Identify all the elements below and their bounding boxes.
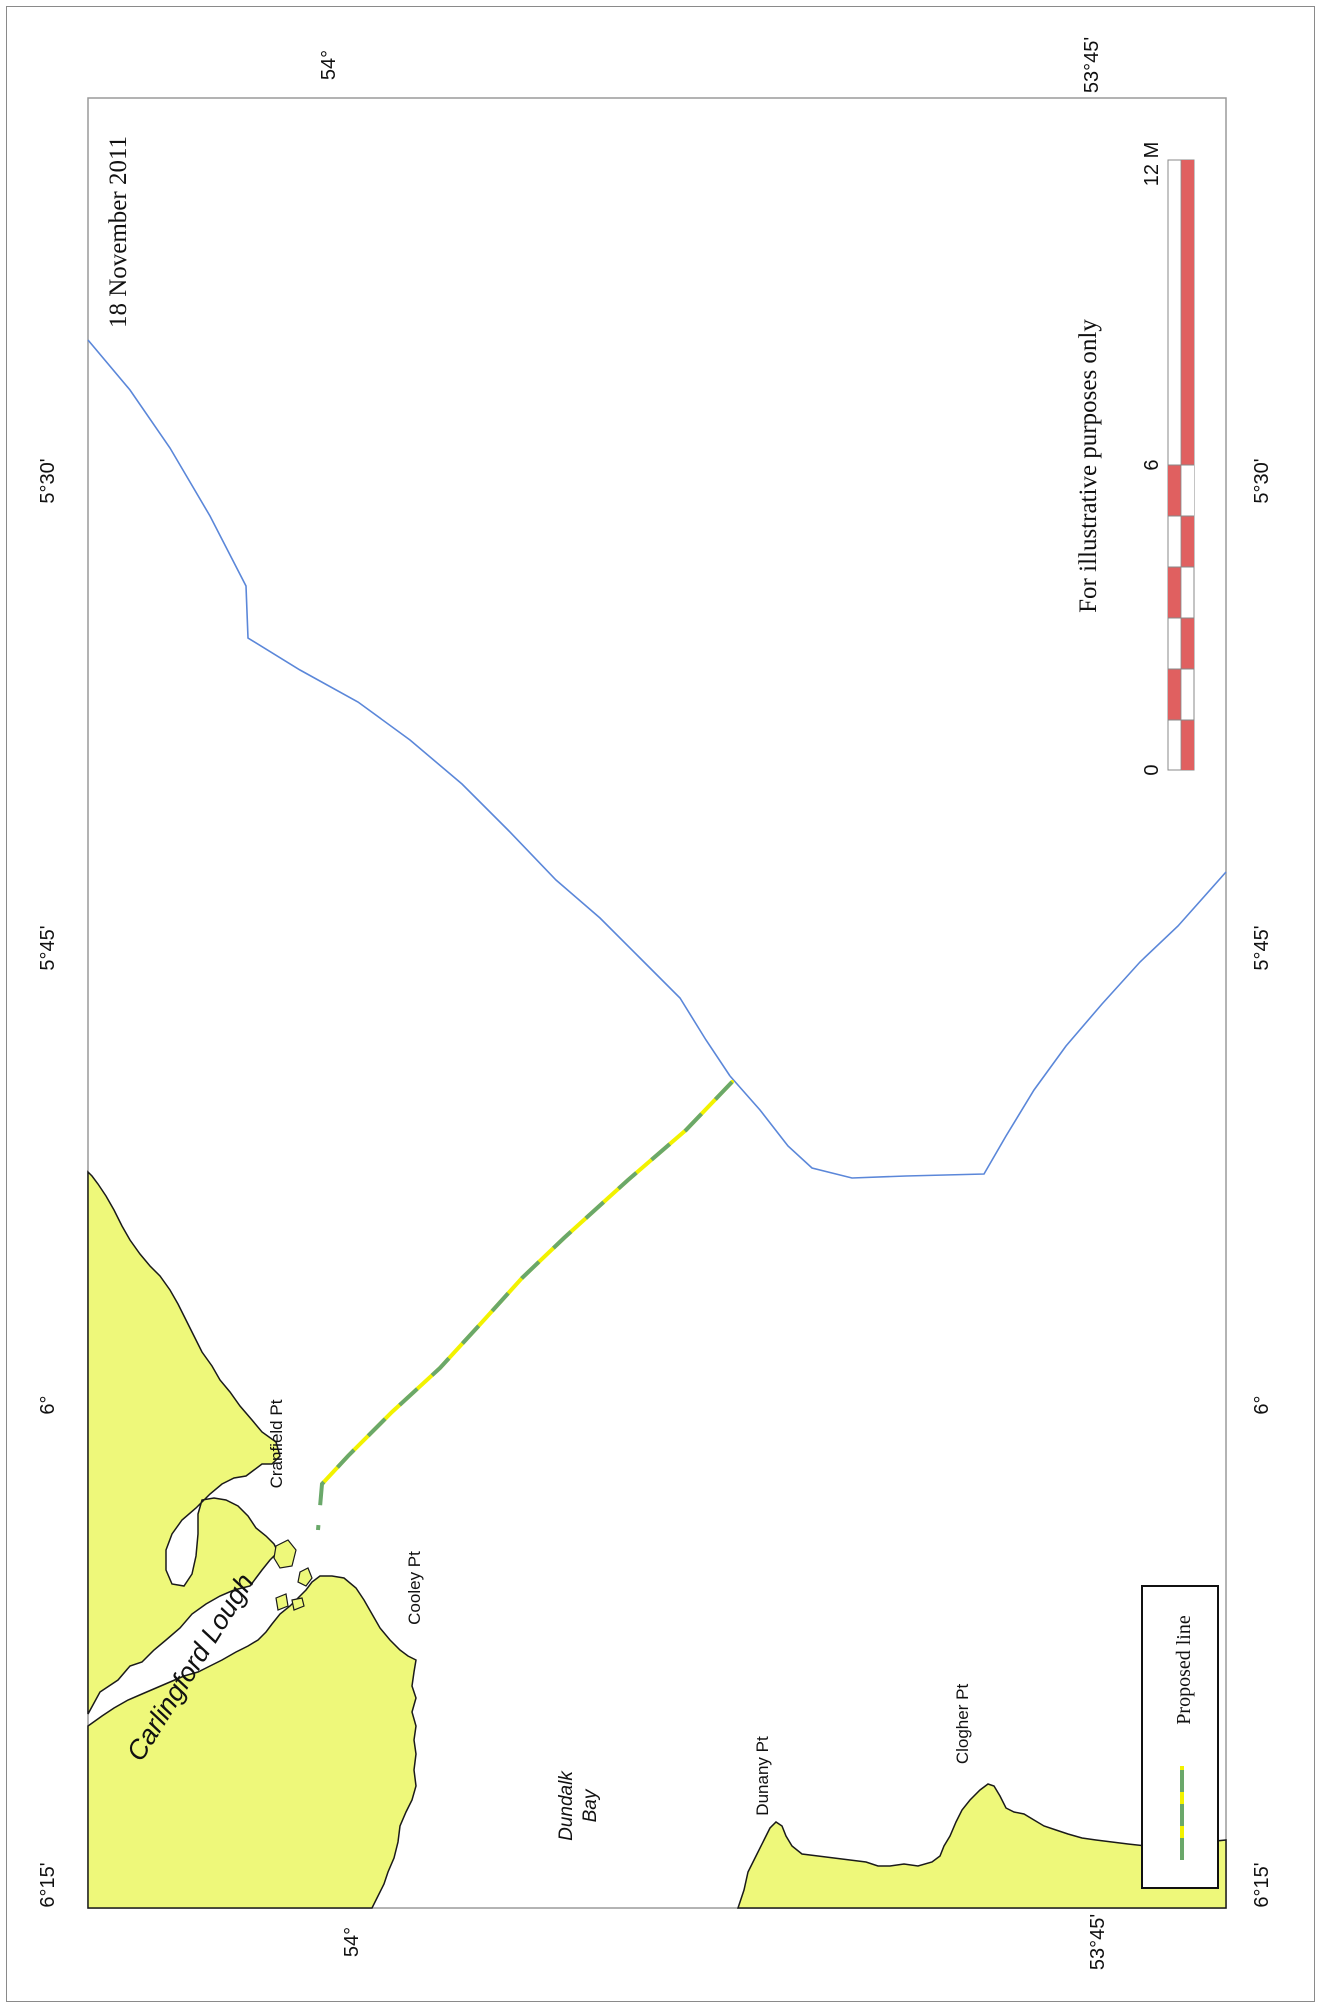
- map-date: 18 November 2011: [105, 136, 132, 328]
- land-cooley-peninsula: [87, 1575, 417, 1909]
- lat-label-top-5345: 53°45': [1081, 37, 1103, 93]
- scale-label-12: 12 M: [1141, 142, 1163, 186]
- map-frame: [87, 97, 1227, 1909]
- place-cranfield-pt: Cranfield Pt: [267, 1399, 286, 1488]
- map-disclaimer: For illustrative purposes only: [1075, 319, 1102, 613]
- lon-label-left-615: 6°15': [37, 1862, 59, 1907]
- page-frame: [6, 6, 1315, 2002]
- lon-label-right-530: 5°30': [1251, 458, 1273, 503]
- lon-label-right-6: 6°: [1251, 1395, 1273, 1414]
- boundary-line-south: [729, 871, 1227, 1179]
- lon-label-left-6: 6°: [37, 1395, 59, 1414]
- place-clogher-pt: Clogher Pt: [953, 1684, 972, 1765]
- land-south-coast: [736, 1783, 1227, 1909]
- lat-label-bottom-54: 54°: [341, 1927, 363, 1957]
- lat-label-top-54: 54°: [318, 50, 340, 80]
- land-mourne-coast: [87, 1170, 281, 1715]
- boundary-line-north: [87, 339, 731, 1077]
- lon-label-right-615: 6°15': [1251, 1862, 1273, 1907]
- legend-label: Proposed line: [1173, 1615, 1195, 1725]
- proposed-line[interactable]: [316, 1080, 734, 1531]
- lon-label-left-545: 5°45': [37, 925, 59, 970]
- island-3: [275, 1593, 289, 1611]
- lon-label-left-530: 5°30': [37, 458, 59, 503]
- place-dunany-pt: Dunany Pt: [753, 1736, 772, 1816]
- lon-label-right-545: 5°45': [1251, 925, 1273, 970]
- island-4: [291, 1597, 305, 1611]
- place-dundalk: Dundalk: [556, 1770, 577, 1841]
- scale-label-6: 6: [1141, 459, 1163, 470]
- legend: [1141, 1585, 1219, 1889]
- lat-label-bottom-5345: 53°45': [1087, 1914, 1109, 1970]
- scale-bar: [1167, 159, 1195, 771]
- island-2: [297, 1567, 313, 1587]
- island-1: [273, 1539, 297, 1569]
- place-cooley-pt: Cooley Pt: [405, 1551, 424, 1625]
- scale-label-0: 0: [1141, 764, 1163, 775]
- place-bay: Bay: [580, 1788, 601, 1822]
